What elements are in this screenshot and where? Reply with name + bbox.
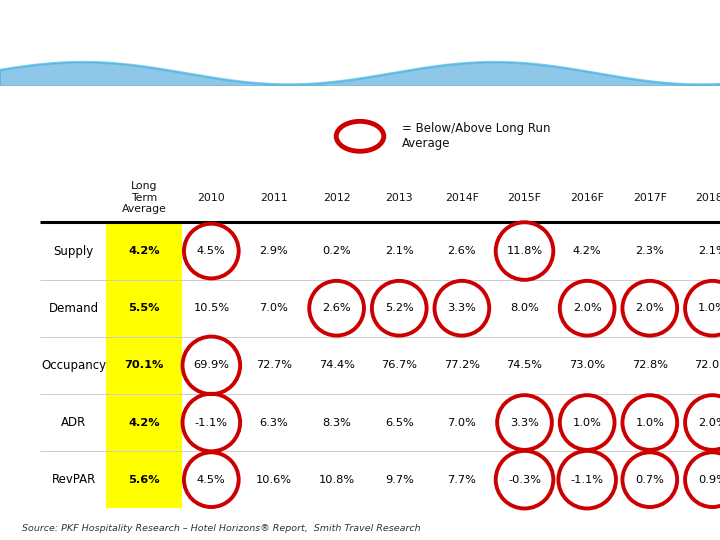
Text: Long
Term
Average: Long Term Average: [122, 181, 166, 214]
Text: 72.0%: 72.0%: [694, 360, 720, 370]
Text: 73.0%: 73.0%: [569, 360, 606, 370]
Text: 2.1%: 2.1%: [385, 246, 413, 256]
Text: 6.3%: 6.3%: [260, 417, 288, 428]
Text: 4.5%: 4.5%: [197, 475, 225, 485]
Text: Source: PKF Hospitality Research – Hotel Horizons® Report,  Smith Travel Researc: Source: PKF Hospitality Research – Hotel…: [22, 524, 420, 533]
Text: 2.3%: 2.3%: [636, 246, 664, 256]
Text: 72.8%: 72.8%: [631, 360, 667, 370]
Text: 4.5%: 4.5%: [197, 246, 225, 256]
Text: Occupancy: Occupancy: [41, 359, 107, 372]
Text: 10.6%: 10.6%: [256, 475, 292, 485]
Text: 2010: 2010: [197, 193, 225, 202]
Text: 74.4%: 74.4%: [319, 360, 354, 370]
Text: -1.1%: -1.1%: [195, 417, 228, 428]
Text: 8.0%: 8.0%: [510, 303, 539, 313]
Text: 7.0%: 7.0%: [447, 417, 477, 428]
Text: Austin: Upper-Priced: Austin: Upper-Priced: [16, 16, 359, 44]
Text: 77.2%: 77.2%: [444, 360, 480, 370]
Text: 2.0%: 2.0%: [698, 417, 720, 428]
Text: 2016F: 2016F: [570, 193, 604, 202]
Text: 7.7%: 7.7%: [447, 475, 477, 485]
Text: 3.3%: 3.3%: [510, 417, 539, 428]
Text: 5.6%: 5.6%: [128, 475, 160, 485]
Text: 2.6%: 2.6%: [323, 303, 351, 313]
Text: 5.2%: 5.2%: [385, 303, 413, 313]
Text: 4.2%: 4.2%: [128, 246, 160, 256]
Text: 4.2%: 4.2%: [573, 246, 601, 256]
Text: 7.0%: 7.0%: [259, 303, 289, 313]
Text: 2.0%: 2.0%: [573, 303, 601, 313]
Text: 2015F: 2015F: [508, 193, 541, 202]
Text: 5.5%: 5.5%: [128, 303, 160, 313]
Text: 11.8%: 11.8%: [506, 246, 543, 256]
Text: 76.7%: 76.7%: [381, 360, 417, 370]
Text: 1.0%: 1.0%: [572, 417, 602, 428]
Text: 2018F: 2018F: [696, 193, 720, 202]
Text: = Below/Above Long Run
Average: = Below/Above Long Run Average: [402, 122, 550, 150]
Text: 8.3%: 8.3%: [322, 417, 351, 428]
Text: 2.1%: 2.1%: [698, 246, 720, 256]
Text: 3.3%: 3.3%: [447, 303, 477, 313]
Text: 0.7%: 0.7%: [635, 475, 665, 485]
Text: Demand: Demand: [49, 302, 99, 315]
Text: 2012: 2012: [323, 193, 351, 202]
Text: 2.9%: 2.9%: [260, 246, 288, 256]
FancyBboxPatch shape: [106, 221, 182, 508]
Text: 1.0%: 1.0%: [635, 417, 665, 428]
Text: 4.2%: 4.2%: [128, 417, 160, 428]
Text: 2014F: 2014F: [445, 193, 479, 202]
Text: 2.6%: 2.6%: [448, 246, 476, 256]
Text: 70.1%: 70.1%: [125, 360, 163, 370]
Text: ADR: ADR: [61, 416, 86, 429]
Text: 2011: 2011: [260, 193, 288, 202]
Text: Supply: Supply: [54, 245, 94, 258]
Text: 0.9%: 0.9%: [698, 475, 720, 485]
Text: 9.7%: 9.7%: [384, 475, 414, 485]
Text: -0.3%: -0.3%: [508, 475, 541, 485]
Text: 10.5%: 10.5%: [193, 303, 230, 313]
Text: 69.9%: 69.9%: [193, 360, 229, 370]
Text: 2013: 2013: [385, 193, 413, 202]
Text: 74.5%: 74.5%: [506, 360, 542, 370]
Text: RevPAR: RevPAR: [52, 473, 96, 486]
Text: 2.0%: 2.0%: [636, 303, 664, 313]
Text: 72.7%: 72.7%: [256, 360, 292, 370]
Text: 10.8%: 10.8%: [318, 475, 355, 485]
Text: 2017F: 2017F: [633, 193, 667, 202]
Text: 1.0%: 1.0%: [698, 303, 720, 313]
Text: 6.5%: 6.5%: [385, 417, 413, 428]
Text: -1.1%: -1.1%: [571, 475, 603, 485]
Text: 0.2%: 0.2%: [323, 246, 351, 256]
